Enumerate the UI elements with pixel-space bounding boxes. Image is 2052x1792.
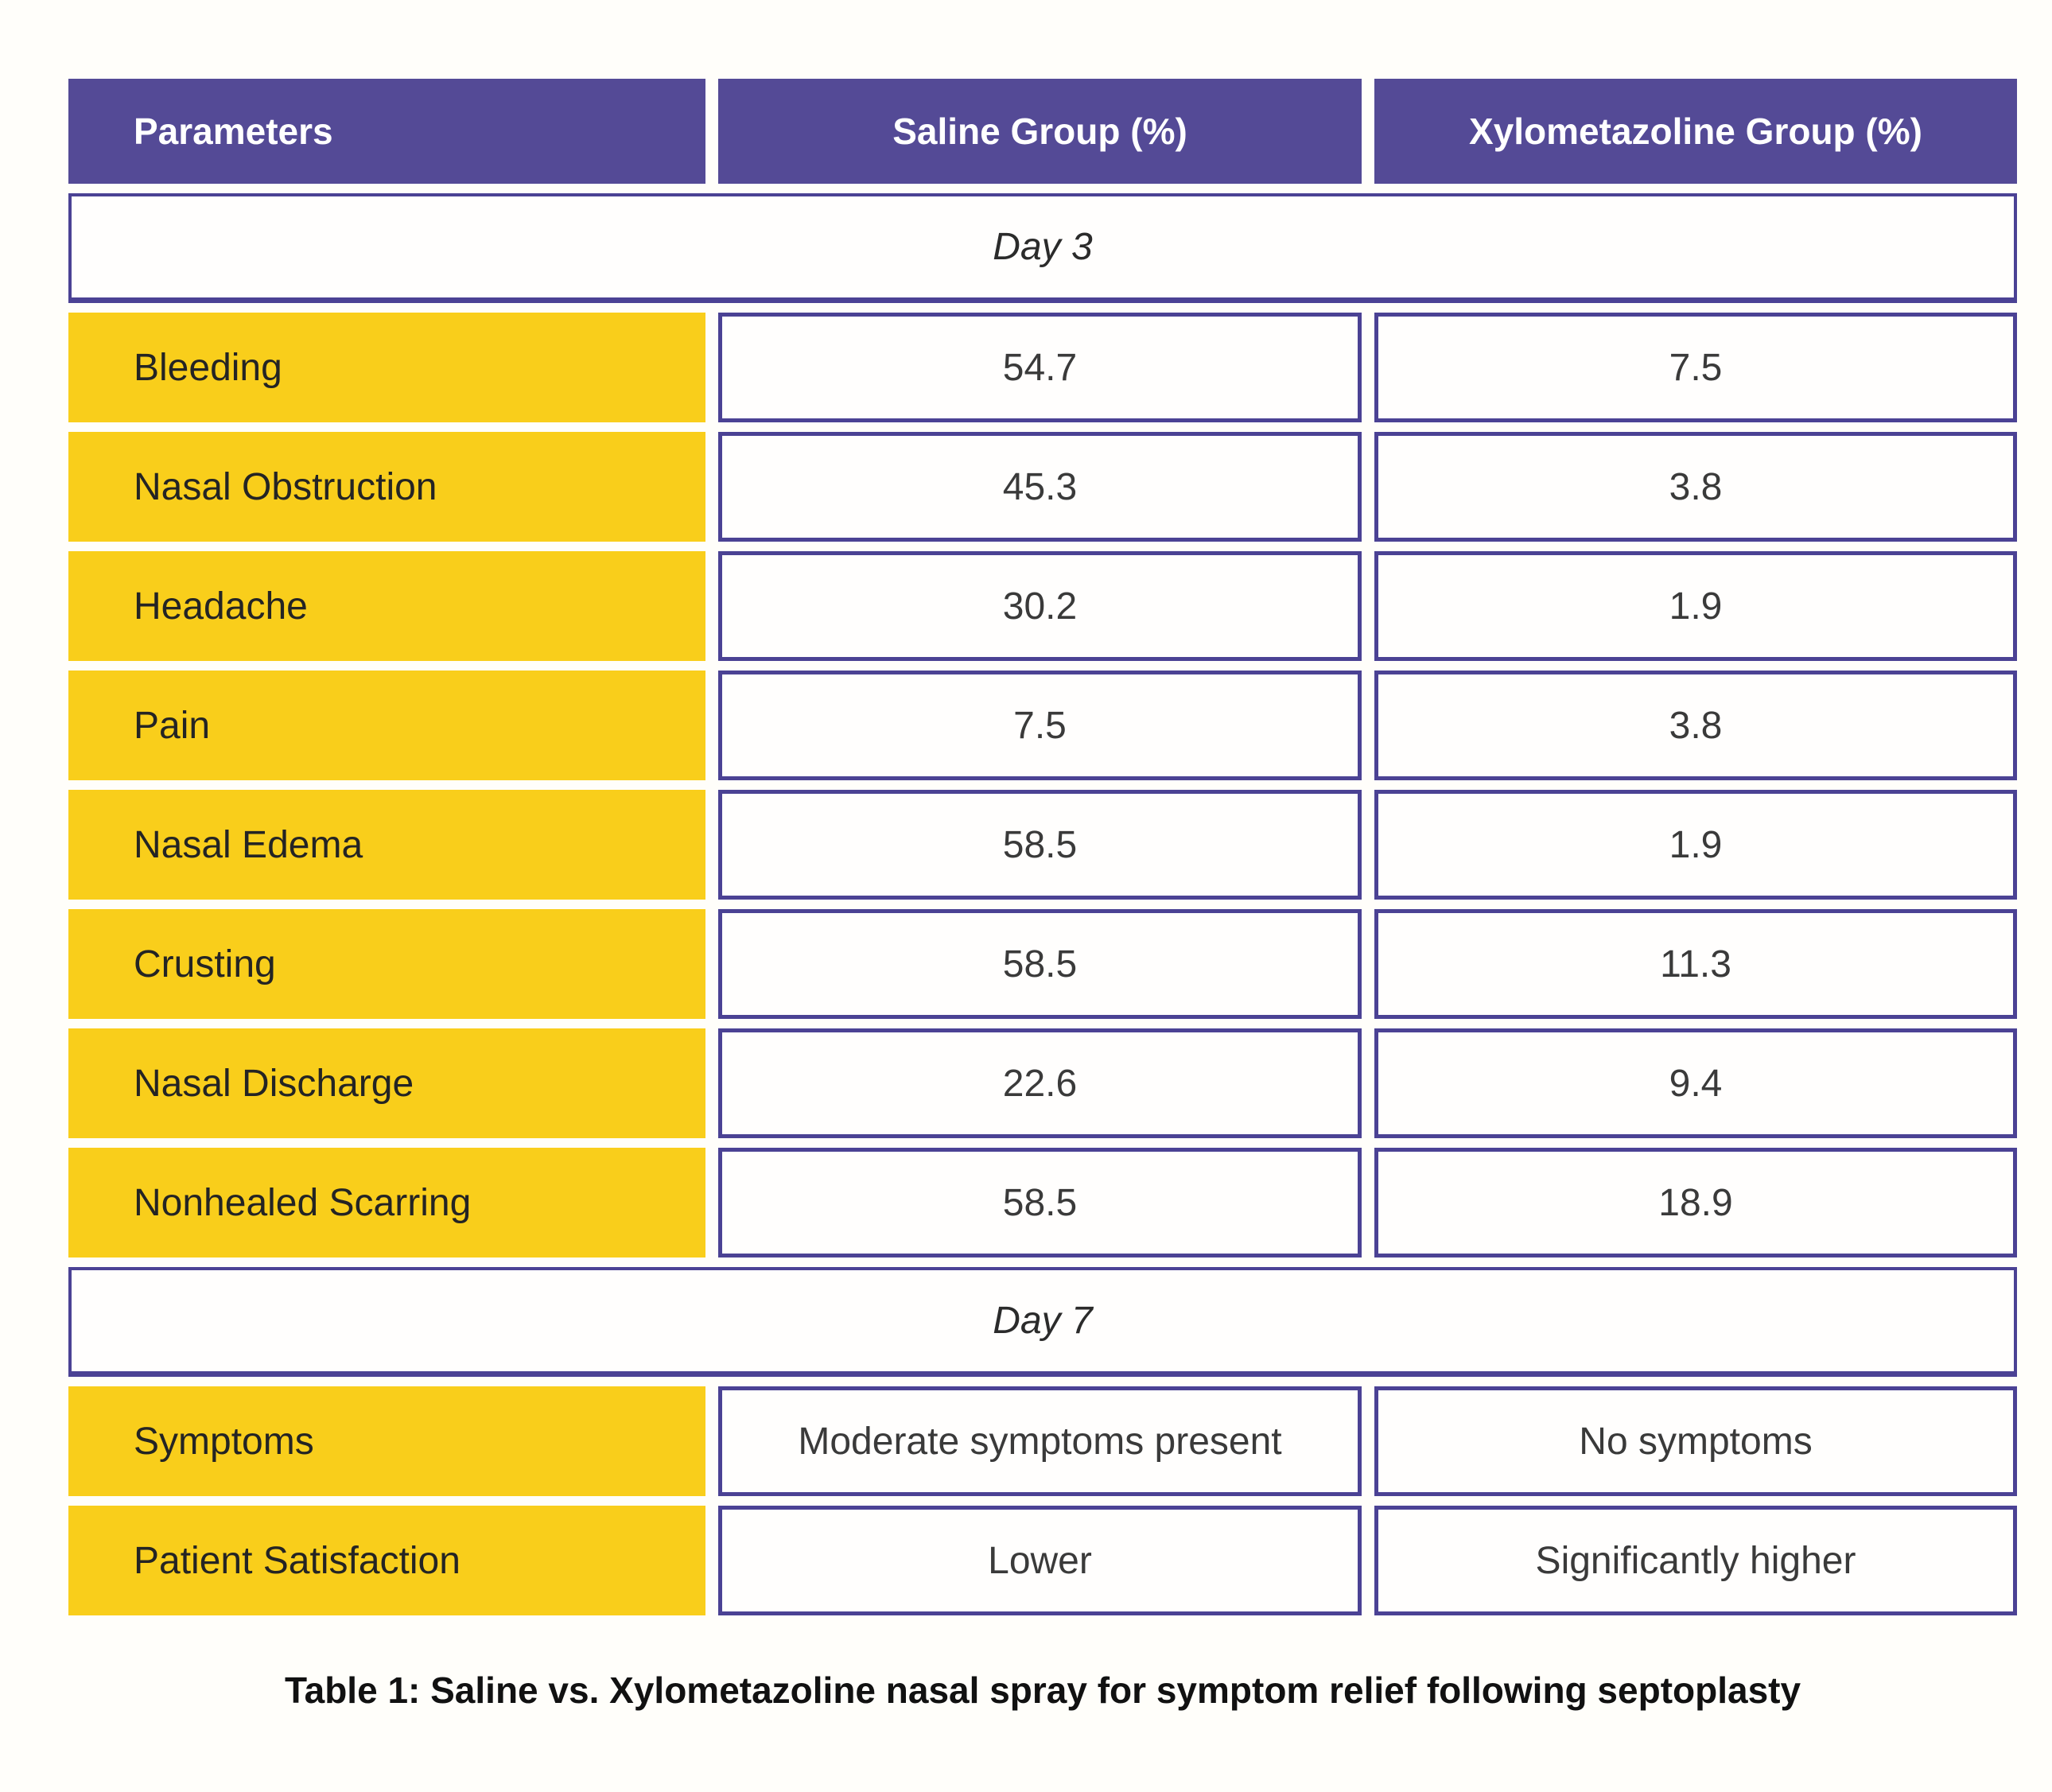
saline-value: 45.3 — [718, 432, 1362, 542]
xylometazoline-value: No symptoms — [1374, 1386, 2017, 1496]
saline-value: Lower — [718, 1506, 1362, 1615]
xylometazoline-value: 11.3 — [1374, 909, 2017, 1019]
saline-value: 58.5 — [718, 909, 1362, 1019]
section-header-day-7: Day 7 — [68, 1267, 2017, 1377]
parameter-label: Nasal Discharge — [68, 1028, 705, 1138]
parameter-label: Crusting — [68, 909, 705, 1019]
xylometazoline-value: 1.9 — [1374, 790, 2017, 900]
column-header-parameters: Parameters — [68, 79, 705, 184]
saline-value: 22.6 — [718, 1028, 1362, 1138]
saline-value: 54.7 — [718, 313, 1362, 422]
column-header-saline-group: Saline Group (%) — [718, 79, 1362, 184]
xylometazoline-value: 7.5 — [1374, 313, 2017, 422]
xylometazoline-value: 3.8 — [1374, 432, 2017, 542]
saline-value: Moderate symptoms present — [718, 1386, 1362, 1496]
parameter-label: Headache — [68, 551, 705, 661]
column-header-xylometazoline-group: Xylometazoline Group (%) — [1374, 79, 2017, 184]
parameter-label: Nasal Obstruction — [68, 432, 705, 542]
parameter-label: Bleeding — [68, 313, 705, 422]
parameter-label: Nasal Edema — [68, 790, 705, 900]
saline-value: 58.5 — [718, 1148, 1362, 1258]
saline-value: 7.5 — [718, 671, 1362, 780]
parameter-label: Symptoms — [68, 1386, 705, 1496]
comparison-table: Parameters Saline Group (%) Xylometazoli… — [68, 79, 2017, 1615]
table-caption: Table 1: Saline vs. Xylometazoline nasal… — [284, 1670, 1801, 1711]
saline-value: 30.2 — [718, 551, 1362, 661]
parameter-label: Pain — [68, 671, 705, 780]
xylometazoline-value: 1.9 — [1374, 551, 2017, 661]
xylometazoline-value: 18.9 — [1374, 1148, 2017, 1258]
parameter-label: Patient Satisfaction — [68, 1506, 705, 1615]
saline-value: 58.5 — [718, 790, 1362, 900]
xylometazoline-value: 3.8 — [1374, 671, 2017, 780]
section-header-day-3: Day 3 — [68, 193, 2017, 303]
parameter-label: Nonhealed Scarring — [68, 1148, 705, 1258]
xylometazoline-value: 9.4 — [1374, 1028, 2017, 1138]
xylometazoline-value: Significantly higher — [1374, 1506, 2017, 1615]
